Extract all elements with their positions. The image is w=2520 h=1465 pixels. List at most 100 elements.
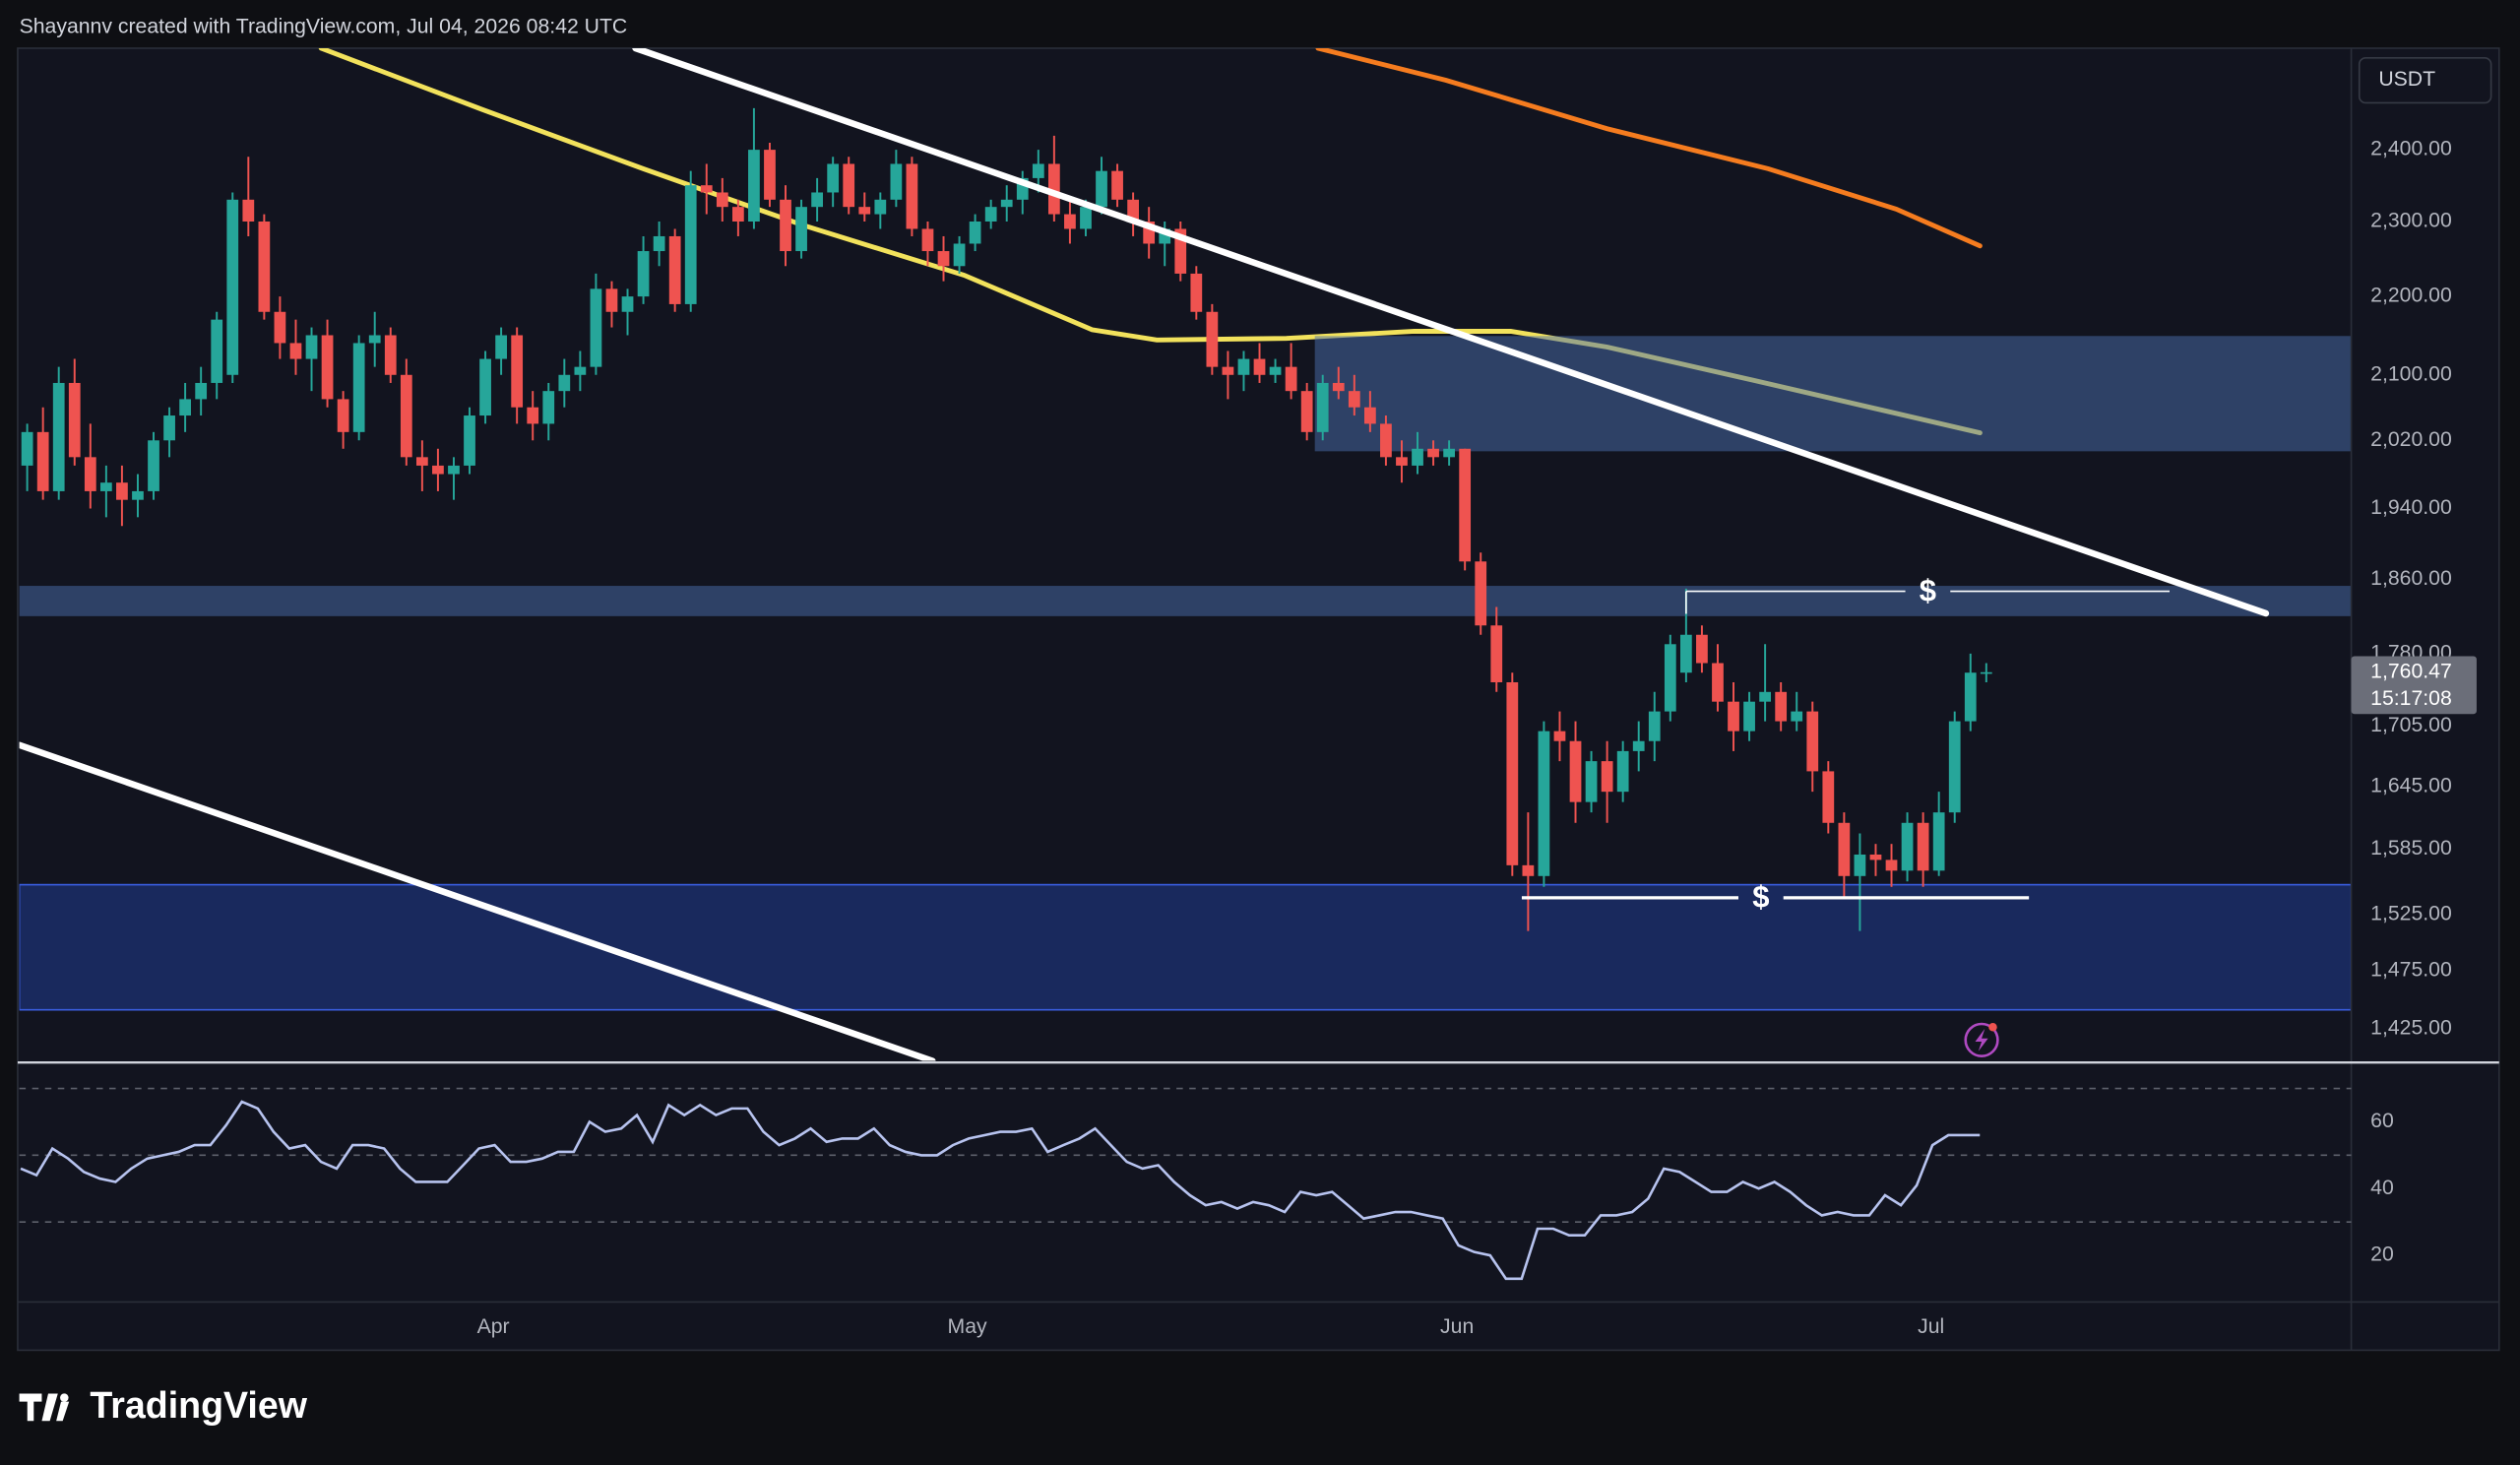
candle-body	[1712, 663, 1724, 702]
candle-body	[511, 335, 524, 408]
candle-body	[1222, 366, 1234, 375]
brand: TradingView	[90, 1384, 307, 1426]
candle-body	[811, 192, 823, 208]
trend-line	[19, 741, 936, 1061]
candle-body	[305, 335, 318, 359]
candle-body	[1679, 634, 1692, 673]
candle-body	[495, 335, 507, 359]
candle-body	[1616, 750, 1629, 793]
candle-body	[542, 391, 555, 424]
candle-body	[827, 163, 840, 193]
candle-body	[527, 407, 539, 424]
currency: USDT	[2378, 68, 2435, 91]
candle-body	[1917, 822, 1929, 871]
candle-body	[1064, 214, 1076, 229]
candle-body	[148, 440, 159, 491]
candle-body	[1380, 423, 1392, 458]
candle-body	[1490, 625, 1503, 682]
candle-body	[1127, 199, 1139, 223]
x-tick-label: Jul	[1918, 1315, 1944, 1338]
last-price: 1,760.47	[2370, 660, 2452, 682]
candle-body	[337, 399, 349, 432]
y-tick-label: 1,940.00	[2370, 496, 2452, 519]
candle-body	[1806, 711, 1819, 772]
candle-body	[621, 296, 634, 312]
candle-body	[99, 482, 112, 491]
alert-ring	[1964, 1022, 1999, 1057]
rsi-line	[20, 1100, 1981, 1281]
candle-body	[558, 374, 571, 392]
zone	[19, 586, 2352, 616]
candle-body	[68, 382, 81, 458]
candle-body	[352, 343, 365, 432]
candle-body	[1854, 854, 1866, 876]
candle-body	[1885, 860, 1898, 871]
candle-body	[1932, 812, 1945, 871]
candle-body	[1964, 672, 1977, 722]
candle-body	[1412, 448, 1423, 466]
candle-body	[1838, 822, 1851, 876]
candle-body	[242, 199, 255, 223]
candle-body	[1096, 170, 1107, 208]
candle-body	[1363, 407, 1376, 424]
candle-body	[1032, 163, 1044, 178]
candle-body	[984, 207, 997, 223]
candle-body	[1316, 382, 1329, 432]
candle-body	[432, 465, 444, 475]
brand-logo	[19, 1393, 70, 1422]
candle-body	[258, 222, 271, 312]
candle-body	[1174, 228, 1187, 274]
candle-body	[1869, 854, 1882, 860]
candle-body	[289, 343, 302, 359]
candle-body	[1206, 311, 1219, 367]
candle-body	[653, 235, 665, 252]
candle-body	[1538, 731, 1550, 876]
candle-body	[1569, 740, 1582, 802]
candle-body	[368, 335, 381, 344]
candle-body	[1300, 391, 1313, 432]
candle-body	[1080, 207, 1092, 229]
candle-body	[415, 457, 428, 466]
candle-body	[1822, 771, 1835, 823]
candle-body	[748, 150, 760, 223]
liquidity-label: $	[1752, 880, 1769, 915]
candle-body	[226, 199, 239, 375]
y-tick-label: 2,300.00	[2370, 210, 2452, 232]
rsi-tick-label: 40	[2370, 1177, 2394, 1199]
candle-body	[1980, 671, 1992, 674]
candle-body	[795, 207, 807, 252]
candle-body	[921, 228, 934, 252]
candle-body	[637, 251, 650, 297]
alert-icon	[1964, 1022, 1999, 1057]
candle-body	[1000, 199, 1013, 208]
candle-body	[937, 251, 950, 267]
logo-dot	[60, 1393, 69, 1402]
candle-body	[668, 235, 681, 304]
candle-body	[321, 335, 334, 400]
candle-body	[1285, 366, 1297, 392]
candle-body	[211, 319, 223, 383]
candle-body	[1901, 822, 1914, 871]
candle-body	[1143, 222, 1156, 244]
candle-body	[52, 382, 65, 491]
x-tick-label: May	[948, 1315, 987, 1338]
candle-body	[274, 311, 286, 344]
candle-body	[1791, 711, 1803, 722]
y-tick-label: 1,705.00	[2370, 714, 2452, 736]
candle-body	[448, 465, 460, 475]
candle-body	[1237, 358, 1250, 375]
candle-body	[780, 199, 791, 252]
candle-body	[1759, 691, 1771, 702]
header: Shayannv created with TradingView.com, J…	[20, 15, 628, 37]
y-tick-label: 1,475.00	[2370, 958, 2452, 981]
candle-body	[1696, 634, 1708, 664]
candle-body	[1459, 448, 1472, 562]
candle-body	[906, 163, 918, 229]
candle-body	[1553, 731, 1566, 741]
plot: $$	[19, 47, 2352, 1061]
candle-body	[1648, 711, 1661, 741]
candle-body	[1601, 761, 1613, 793]
candle-body	[1475, 561, 1487, 626]
